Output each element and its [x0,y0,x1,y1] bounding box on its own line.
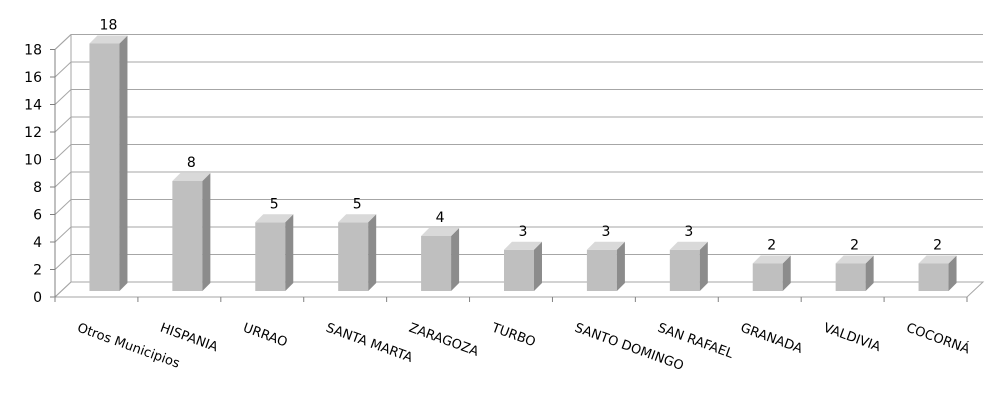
x-tick-label: VALDIVIA [821,321,882,356]
bar [586,241,625,291]
y-tick-label: 18 [24,43,42,59]
bar-side [202,173,211,291]
y-tick-label: 12 [24,125,42,141]
y-tick-label: 16 [24,70,42,86]
x-tick-label: ZARAGOZA [407,321,481,360]
data-label: 5 [270,196,279,212]
bar-front [835,263,866,291]
axes [50,34,985,302]
bar-front [752,263,783,291]
data-label: 3 [601,224,610,240]
bar-top [504,241,542,250]
x-tick-label: GRANADA [738,321,804,357]
x-tick-label: SANTA MARTA [324,321,415,366]
bar-front [421,236,452,291]
gridline-depth [54,61,72,78]
data-label: 3 [684,224,693,240]
gridline-depth [54,116,72,133]
bar-side [285,214,294,291]
y-tick-label: 4 [33,235,42,251]
bar-side [534,241,542,291]
bar [89,35,128,291]
y-tick-label: 14 [24,98,42,114]
bar-top [669,241,708,250]
gridline-depth [54,226,72,243]
bar-front [669,249,700,291]
data-label: 3 [519,224,528,240]
bar-front [504,249,534,291]
bar-top [752,255,791,264]
bar-front [586,249,617,291]
bar-top [586,241,625,250]
data-label: 2 [850,238,859,254]
bar-side [616,241,625,291]
bar [504,241,542,291]
bar [255,214,294,291]
bar-side [451,228,460,291]
gridlines [54,34,983,298]
bar [172,173,211,291]
y-tick-label: 0 [33,290,42,306]
bar-side [699,241,708,291]
bar-front [918,263,949,291]
bar-top [89,35,128,44]
y-tick-label: 2 [33,263,42,279]
gridline-depth [54,89,72,105]
data-label: 8 [187,155,196,171]
bar-top [255,214,294,223]
gridline-depth [54,254,72,270]
bar-front [255,222,286,291]
bar-front [338,222,369,291]
bar-top [421,228,460,236]
bar-front [172,181,203,291]
bar-top [835,255,874,264]
data-label: 2 [933,238,942,254]
bar-top [918,255,957,264]
bar-top [172,173,211,181]
bar-top [338,214,377,223]
x-tick-label: TURBO [489,320,538,350]
gridline-depth [54,144,72,160]
x-tick-label: HISPANIA [158,321,220,356]
bar [752,255,791,291]
bar-side [119,35,128,291]
data-label: 4 [436,210,445,226]
bar-side [948,255,957,291]
y-tick-label: 8 [33,180,42,196]
bar [835,255,874,291]
bar [421,228,460,291]
bar-side [368,214,377,291]
gridline-depth [54,171,72,188]
data-label: 5 [353,196,362,212]
bar [669,241,708,291]
bar-side [782,255,791,291]
bar [338,214,377,291]
x-tick-label: URRAO [241,321,289,351]
data-label: 18 [100,18,118,34]
data-label: 2 [767,238,776,254]
bar-front [89,43,120,291]
x-tick-label: COCORNÁ [904,320,972,358]
bar [918,255,957,291]
bar-side [865,255,874,291]
floor [53,281,985,298]
gridline-depth [54,199,72,215]
wall-top-edge [54,34,72,50]
bars [89,35,957,291]
y-tick-label: 6 [33,208,42,224]
y-tick-label: 10 [24,153,42,169]
